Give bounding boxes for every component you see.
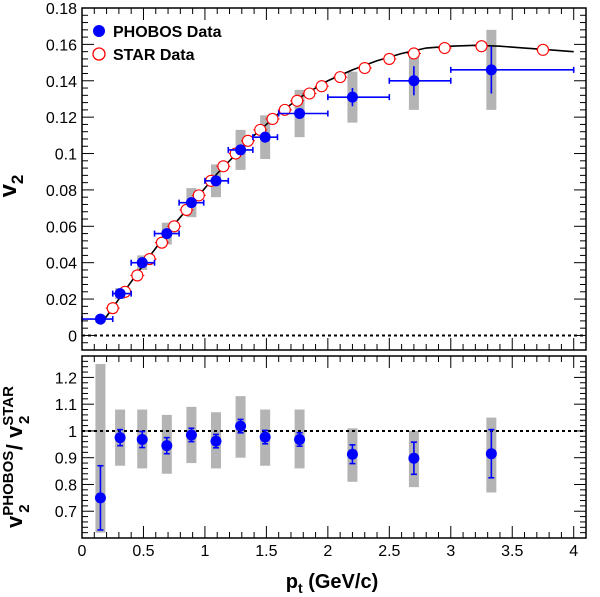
top-y-axis-title: v2	[0, 175, 27, 198]
y-tick-label: 0.18	[46, 1, 77, 18]
phobos-point	[294, 108, 306, 120]
star-point	[106, 302, 119, 315]
star-point	[192, 189, 205, 202]
x-tick-label: 3	[446, 543, 455, 560]
x-tick-label: 3.5	[501, 543, 523, 560]
phobos-point	[114, 288, 126, 300]
y-tick-label: 0.7	[55, 504, 77, 521]
legend: PHOBOS Data STAR Data	[92, 24, 222, 64]
ratio-point	[485, 448, 497, 460]
ratio-point	[210, 435, 222, 447]
ratio-point	[259, 431, 271, 443]
x-tick-label: 1.5	[255, 543, 277, 560]
ratio-point	[408, 452, 420, 464]
ratio-point	[94, 492, 106, 504]
star-point	[536, 43, 550, 56]
y-tick-label: 0	[68, 328, 77, 345]
phobos-point	[136, 257, 148, 269]
star-point	[334, 71, 347, 84]
star-point	[278, 103, 291, 116]
star-point	[358, 61, 371, 75]
y-tick-label: 0.06	[46, 219, 77, 236]
bottom-panel: 0 0.5 1 1.5 2 2.5 3 3.5 4 0.7 0.8 0.9 1 1.1 1.2	[55, 355, 587, 560]
x-axis-title: pt (GeV/c)	[286, 571, 378, 596]
star-point	[168, 220, 181, 233]
ratio-syst-band	[95, 364, 106, 533]
y-tick-label: 0.02	[46, 292, 77, 309]
phobos-point	[161, 228, 173, 240]
star-point	[131, 269, 144, 282]
x-tick-label: 0.5	[132, 543, 154, 560]
ratio-point	[185, 429, 197, 441]
star-point	[266, 112, 279, 126]
y-tick-label: 0.9	[55, 451, 77, 468]
x-tick-label: 0	[78, 543, 87, 560]
star-point	[155, 236, 168, 249]
star-point	[383, 52, 396, 65]
y-tick-label: 1	[68, 424, 77, 441]
phobos-point	[210, 175, 222, 187]
phobos-point	[485, 64, 497, 76]
y-tick-label: 0.08	[46, 183, 77, 200]
ratio-point	[294, 434, 306, 446]
star-point	[303, 87, 316, 100]
ratio-point	[235, 420, 247, 432]
phobos-point	[408, 75, 420, 87]
legend-phobos-marker	[93, 25, 105, 37]
legend-star-label: STAR Data	[113, 47, 195, 64]
y-tick-label: 0.14	[46, 74, 77, 91]
x-tick-label: 2.5	[378, 543, 400, 560]
phobos-point	[235, 144, 247, 156]
y-tick-label: 0.8	[55, 477, 77, 494]
star-point	[407, 47, 420, 60]
bottom-y-axis-title: vPHOBOS2 / vSTAR2	[0, 386, 33, 528]
star-point	[217, 160, 230, 173]
top-panel: 0 0.02 0.04 0.06 0.08 0.1 0.12 0.14 0.16 0.18	[46, 1, 587, 351]
y-tick-label: 0.16	[46, 37, 77, 54]
y-tick-label: 1.2	[55, 370, 77, 387]
ratio-point	[114, 432, 126, 444]
x-tick-label: 2	[323, 543, 332, 560]
star-point	[438, 41, 451, 55]
plot-frame	[81, 355, 587, 539]
ratio-point	[161, 440, 173, 452]
ratio-point	[136, 434, 148, 446]
legend-star-marker	[92, 47, 106, 61]
legend-phobos-label: PHOBOS Data	[113, 24, 222, 41]
fit-curve	[99, 44, 574, 326]
x-tick-label: 4	[569, 543, 578, 560]
y-tick-label: 0.1	[55, 147, 77, 164]
y-tick-label: 0.12	[46, 110, 77, 127]
y-tick-label: 1.1	[55, 397, 77, 414]
phobos-point	[185, 197, 197, 209]
ratio-point	[346, 448, 358, 460]
star-point	[241, 134, 255, 147]
y-tick-label: 0.04	[46, 256, 77, 273]
phobos-point	[94, 313, 106, 325]
star-point	[315, 80, 328, 93]
phobos-point	[259, 131, 271, 143]
x-tick-label: 1	[200, 543, 209, 560]
plot-frame	[81, 7, 587, 351]
phobos-point	[346, 91, 358, 103]
star-point	[475, 40, 488, 53]
star-point	[291, 94, 304, 107]
